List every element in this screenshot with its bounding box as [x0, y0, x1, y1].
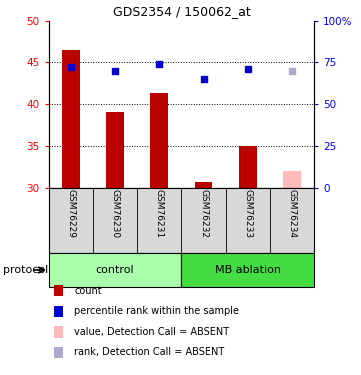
Text: GSM76231: GSM76231 — [155, 189, 164, 238]
Bar — [53, 306, 63, 317]
Text: value, Detection Call = ABSENT: value, Detection Call = ABSENT — [74, 327, 229, 337]
Bar — [181, 253, 314, 287]
Bar — [49, 253, 181, 287]
Bar — [151, 93, 168, 188]
Bar — [106, 112, 124, 188]
Text: rank, Detection Call = ABSENT: rank, Detection Call = ABSENT — [74, 348, 224, 357]
Bar — [195, 182, 212, 188]
Text: GSM76232: GSM76232 — [199, 189, 208, 238]
Text: GSM76233: GSM76233 — [243, 189, 252, 238]
Title: GDS2354 / 150062_at: GDS2354 / 150062_at — [113, 5, 250, 18]
Text: MB ablation: MB ablation — [215, 265, 281, 275]
Text: GSM76234: GSM76234 — [287, 189, 296, 238]
Bar — [53, 347, 63, 358]
Bar — [62, 50, 80, 188]
Text: GSM76229: GSM76229 — [66, 189, 75, 238]
Text: control: control — [96, 265, 134, 275]
Text: GSM76230: GSM76230 — [110, 189, 119, 238]
Text: percentile rank within the sample: percentile rank within the sample — [74, 306, 239, 316]
Text: count: count — [74, 286, 102, 296]
Bar — [53, 326, 63, 338]
Text: protocol: protocol — [4, 265, 49, 275]
Bar — [239, 146, 257, 188]
Bar — [53, 285, 63, 296]
Bar — [283, 171, 301, 188]
